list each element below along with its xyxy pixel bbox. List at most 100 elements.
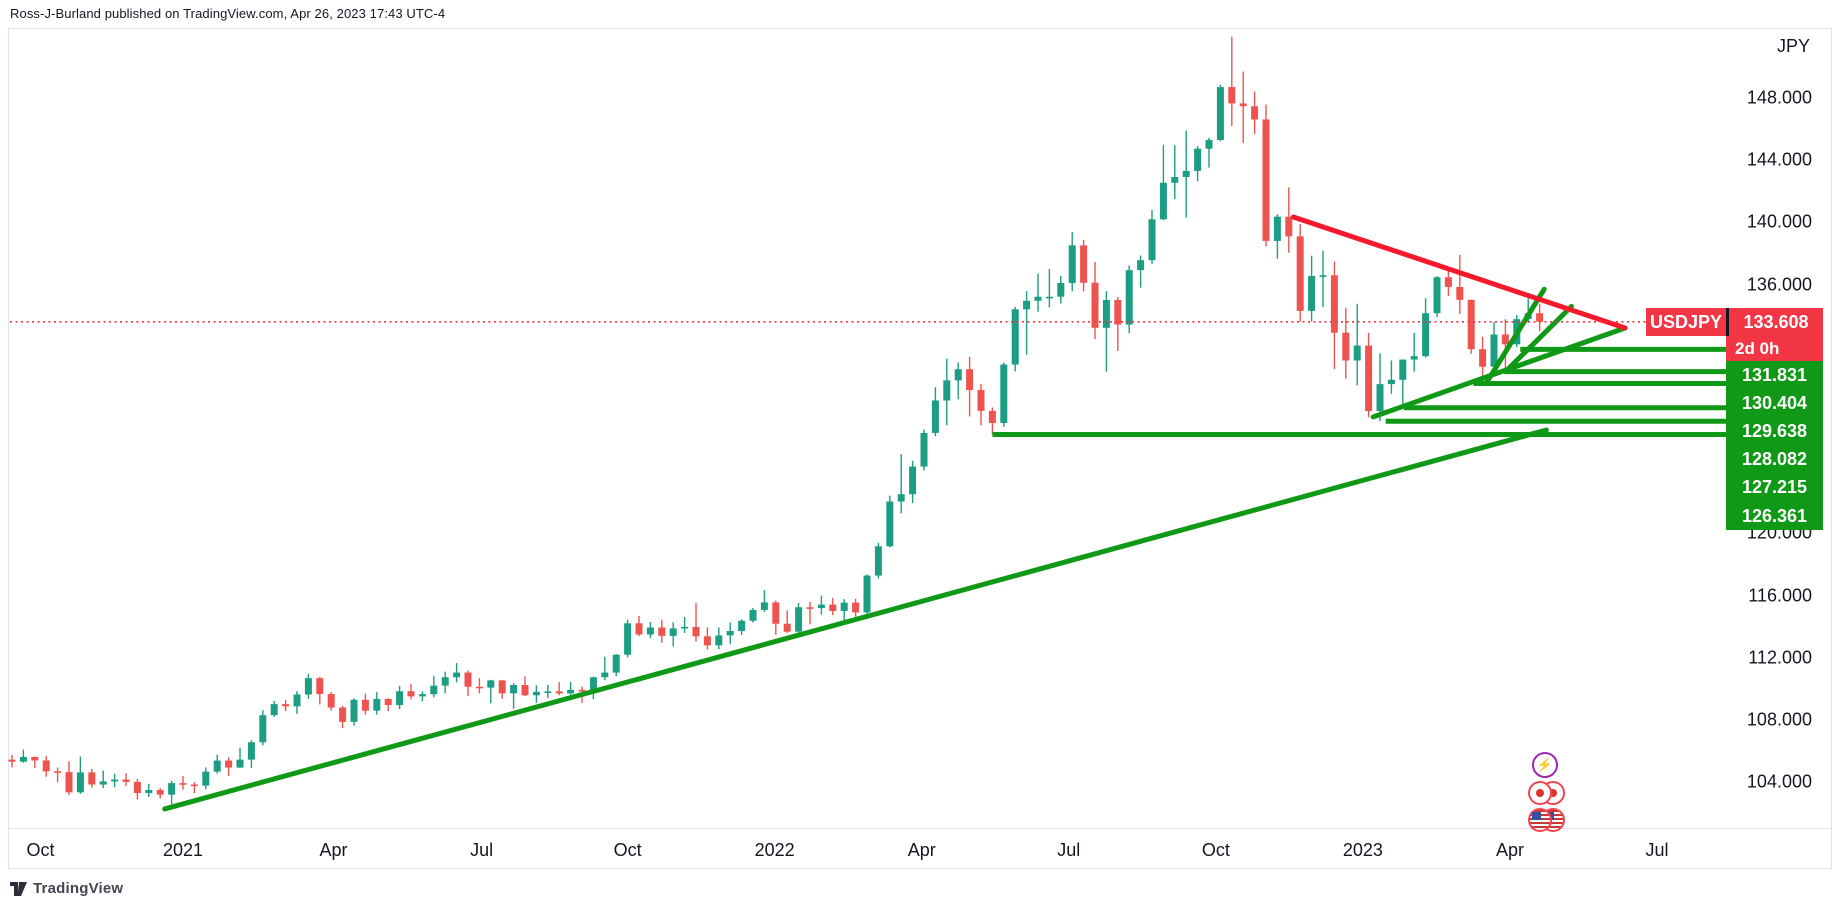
time-tick-label: 2022 (754, 840, 795, 860)
idea-icon-stack[interactable]: ⚡ (1528, 752, 1568, 832)
time-tick-label: Jul (470, 840, 494, 860)
time-tick-label: Oct (26, 840, 55, 860)
candle-body (1034, 296, 1042, 301)
candle-body (806, 607, 814, 609)
time-tick-label: Jul (1645, 840, 1669, 860)
candle-body (339, 707, 347, 722)
candle-body (988, 410, 996, 423)
lightning-icon[interactable]: ⚡ (1532, 752, 1558, 778)
candle-body (1262, 119, 1270, 241)
candle-body (1376, 384, 1384, 412)
candle-body (1114, 299, 1122, 325)
candle-body (213, 760, 221, 772)
candle-body (738, 620, 746, 632)
candle-body (920, 432, 928, 467)
candle-body (966, 369, 974, 391)
candle-body (54, 771, 62, 773)
candle-body (361, 699, 369, 711)
us-flag-pair-icon[interactable] (1528, 808, 1566, 832)
wedge-inner-steep-trendline (1502, 303, 1575, 375)
candle-body (1353, 345, 1361, 361)
candle-body (453, 672, 461, 678)
candle-body (1228, 87, 1236, 104)
candle-body (1011, 309, 1019, 365)
candle-body (1273, 216, 1281, 241)
ticker-symbol-badge: USDJPY (1646, 308, 1726, 336)
candle-body (681, 626, 689, 629)
candle-body (1342, 332, 1350, 361)
candle-body (1456, 286, 1464, 300)
price-tick-label: 112.000 (1748, 647, 1812, 668)
candle-body (760, 602, 768, 610)
candle-body (1433, 277, 1441, 314)
trendlines[interactable] (162, 214, 1628, 812)
candle-body (578, 689, 586, 692)
time-tick-label: Oct (613, 840, 642, 860)
candle-body (521, 685, 529, 696)
candle-body (646, 627, 654, 635)
candle-body (1159, 182, 1167, 220)
candle-body (1490, 334, 1498, 367)
price-tick-label: 136.000 (1746, 274, 1812, 295)
level-price-badge: 131.831 (1726, 361, 1823, 390)
candle-body (487, 680, 495, 688)
frame-axis-bottom-border (8, 868, 1832, 869)
candle-body (373, 699, 381, 711)
candle-body (601, 672, 609, 678)
time-tick-label: 2021 (162, 840, 204, 860)
price-tick-label: 144.000 (1746, 149, 1812, 170)
candle-body (726, 631, 734, 636)
candle-body (1422, 313, 1430, 357)
candle-body (111, 779, 119, 782)
candle-body (1080, 245, 1088, 283)
time-tick-label: Apr (319, 840, 348, 860)
time-tick-label: Jul (1057, 840, 1081, 860)
candle-body (1365, 345, 1373, 412)
level-price-badge: 126.361 (1726, 502, 1823, 531)
candle-body (1330, 275, 1338, 333)
time-tick-label: 2023 (1342, 840, 1383, 860)
candle-body (1125, 270, 1133, 325)
attribution-text: Ross-J-Burland published on TradingView.… (10, 6, 446, 21)
us-flag-icon (1528, 808, 1552, 832)
japan-flag-pair-icon[interactable] (1528, 781, 1566, 805)
frame-top-border (8, 28, 1832, 29)
candle-body (475, 686, 483, 689)
candle-body (1387, 379, 1395, 385)
candle-body (897, 494, 905, 502)
last-price-badge: 133.608 (1726, 308, 1823, 336)
candle-body (316, 678, 324, 695)
candle-body (1194, 148, 1202, 171)
candle-body (76, 772, 84, 793)
frame-plot-bottom-border (8, 828, 1832, 829)
candle-body (407, 691, 415, 697)
wedge-support-steep-trendline (1483, 286, 1547, 386)
tradingview-logo-text: TradingView (33, 880, 124, 897)
candle-body (441, 677, 449, 686)
candle-body (247, 742, 255, 760)
tradingview-logo[interactable]: TradingView (10, 880, 123, 897)
candle-body (1148, 219, 1156, 261)
long-term-uptrend-trendline (162, 427, 1549, 812)
candle-body (863, 575, 871, 613)
candle-body (19, 757, 27, 762)
level-price-badge: 127.215 (1726, 473, 1823, 502)
candle-body (8, 759, 16, 762)
candle-body (1467, 299, 1475, 350)
level-price-badge: 128.082 (1726, 445, 1823, 474)
candle-body (886, 501, 894, 547)
candle-body (544, 691, 552, 693)
candle-body (1239, 103, 1247, 107)
candle-body (327, 694, 335, 708)
candle-body (350, 699, 358, 722)
candle-body (783, 623, 791, 632)
time-tick-label: Oct (1201, 840, 1230, 860)
candle-body (65, 772, 73, 793)
candle-body (772, 602, 780, 624)
candle-body (1216, 87, 1224, 140)
candle-body (1137, 260, 1145, 271)
candle-body (1319, 275, 1327, 277)
candle-body (179, 783, 187, 785)
price-tick-label: 140.000 (1746, 211, 1812, 232)
